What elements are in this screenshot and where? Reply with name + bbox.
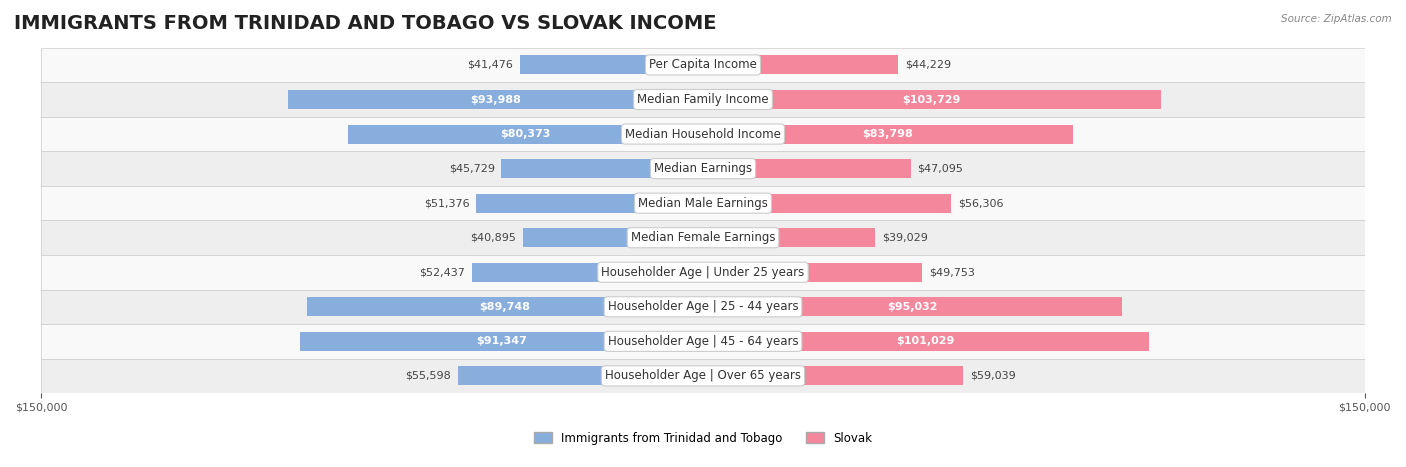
- Bar: [703, 228, 875, 247]
- Bar: [288, 90, 703, 109]
- Bar: [520, 56, 703, 74]
- Text: Source: ZipAtlas.com: Source: ZipAtlas.com: [1281, 14, 1392, 24]
- Text: $93,988: $93,988: [470, 94, 522, 105]
- Text: $59,039: $59,039: [970, 371, 1015, 381]
- Bar: [41, 186, 1365, 220]
- Text: $41,476: $41,476: [468, 60, 513, 70]
- Text: Per Capita Income: Per Capita Income: [650, 58, 756, 71]
- Text: $91,347: $91,347: [477, 336, 527, 347]
- Text: Median Female Earnings: Median Female Earnings: [631, 231, 775, 244]
- Legend: Immigrants from Trinidad and Tobago, Slovak: Immigrants from Trinidad and Tobago, Slo…: [529, 427, 877, 449]
- Bar: [703, 194, 952, 212]
- Text: $44,229: $44,229: [904, 60, 950, 70]
- Text: $45,729: $45,729: [449, 163, 495, 174]
- Text: $52,437: $52,437: [419, 267, 465, 277]
- Bar: [703, 159, 911, 178]
- Bar: [41, 220, 1365, 255]
- Bar: [458, 367, 703, 385]
- Bar: [299, 332, 703, 351]
- Bar: [703, 263, 922, 282]
- Bar: [703, 367, 963, 385]
- Text: Median Earnings: Median Earnings: [654, 162, 752, 175]
- Text: $103,729: $103,729: [903, 94, 960, 105]
- Bar: [703, 297, 1122, 316]
- Text: IMMIGRANTS FROM TRINIDAD AND TOBAGO VS SLOVAK INCOME: IMMIGRANTS FROM TRINIDAD AND TOBAGO VS S…: [14, 14, 717, 33]
- Text: $55,598: $55,598: [405, 371, 451, 381]
- Text: $51,376: $51,376: [425, 198, 470, 208]
- Text: $83,798: $83,798: [862, 129, 914, 139]
- Text: Householder Age | 25 - 44 years: Householder Age | 25 - 44 years: [607, 300, 799, 313]
- Bar: [307, 297, 703, 316]
- Text: Householder Age | Under 25 years: Householder Age | Under 25 years: [602, 266, 804, 279]
- Bar: [477, 194, 703, 212]
- Text: $39,029: $39,029: [882, 233, 928, 243]
- Text: $101,029: $101,029: [897, 336, 955, 347]
- Text: Householder Age | Over 65 years: Householder Age | Over 65 years: [605, 369, 801, 382]
- Bar: [703, 90, 1160, 109]
- Text: Median Male Earnings: Median Male Earnings: [638, 197, 768, 210]
- Text: Median Family Income: Median Family Income: [637, 93, 769, 106]
- Text: $47,095: $47,095: [917, 163, 963, 174]
- Bar: [41, 255, 1365, 290]
- Bar: [703, 332, 1149, 351]
- Bar: [41, 290, 1365, 324]
- Text: Householder Age | 45 - 64 years: Householder Age | 45 - 64 years: [607, 335, 799, 348]
- Bar: [523, 228, 703, 247]
- Bar: [41, 151, 1365, 186]
- Bar: [41, 324, 1365, 359]
- Text: $49,753: $49,753: [929, 267, 974, 277]
- Text: $80,373: $80,373: [501, 129, 551, 139]
- Bar: [703, 56, 898, 74]
- Bar: [471, 263, 703, 282]
- Text: $56,306: $56,306: [957, 198, 1004, 208]
- Bar: [41, 359, 1365, 393]
- Text: $89,748: $89,748: [479, 302, 530, 312]
- Bar: [41, 82, 1365, 117]
- Text: $95,032: $95,032: [887, 302, 938, 312]
- Text: $40,895: $40,895: [470, 233, 516, 243]
- Bar: [703, 125, 1073, 143]
- Text: Median Household Income: Median Household Income: [626, 127, 780, 141]
- Bar: [349, 125, 703, 143]
- Bar: [502, 159, 703, 178]
- Bar: [41, 117, 1365, 151]
- Bar: [41, 48, 1365, 82]
